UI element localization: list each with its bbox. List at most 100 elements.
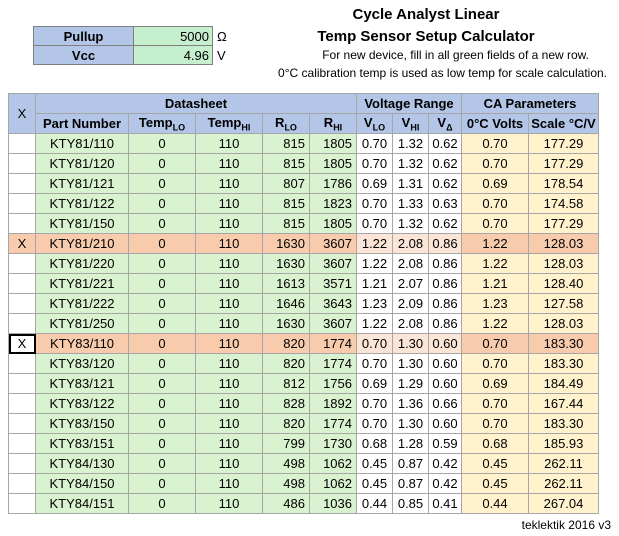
temp-hi-cell[interactable]: 110 [195, 153, 263, 174]
temp-lo-cell[interactable]: 0 [128, 173, 196, 194]
temp-hi-cell[interactable]: 110 [195, 373, 263, 394]
select-cell[interactable] [8, 413, 36, 434]
temp-hi-cell[interactable]: 110 [195, 233, 263, 254]
select-cell[interactable]: X [8, 233, 36, 254]
r-hi-cell[interactable]: 1774 [309, 413, 357, 434]
temp-hi-cell[interactable]: 110 [195, 293, 263, 314]
r-lo-cell[interactable]: 820 [262, 353, 310, 374]
r-hi-cell[interactable]: 1892 [309, 393, 357, 414]
r-hi-cell[interactable]: 1062 [309, 453, 357, 474]
temp-lo-cell[interactable]: 0 [128, 133, 196, 154]
select-cell[interactable] [8, 433, 36, 454]
select-cell[interactable] [8, 253, 36, 274]
temp-hi-cell[interactable]: 110 [195, 453, 263, 474]
r-lo-cell[interactable]: 815 [262, 133, 310, 154]
temp-lo-cell[interactable]: 0 [128, 473, 196, 494]
part-number-cell[interactable]: KTY83/120 [35, 353, 129, 374]
r-hi-cell[interactable]: 1805 [309, 133, 357, 154]
r-hi-cell[interactable]: 1774 [309, 333, 357, 354]
r-hi-cell[interactable]: 3607 [309, 233, 357, 254]
select-cell[interactable] [8, 313, 36, 334]
r-hi-cell[interactable]: 3571 [309, 273, 357, 294]
temp-lo-cell[interactable]: 0 [128, 213, 196, 234]
temp-lo-cell[interactable]: 0 [128, 273, 196, 294]
r-hi-cell[interactable]: 1805 [309, 153, 357, 174]
r-lo-cell[interactable]: 799 [262, 433, 310, 454]
temp-lo-cell[interactable]: 0 [128, 193, 196, 214]
r-hi-cell[interactable]: 1730 [309, 433, 357, 454]
part-number-cell[interactable]: KTY83/150 [35, 413, 129, 434]
part-number-cell[interactable]: KTY81/221 [35, 273, 129, 294]
temp-lo-cell[interactable]: 0 [128, 253, 196, 274]
r-hi-cell[interactable]: 1756 [309, 373, 357, 394]
part-number-cell[interactable]: KTY83/121 [35, 373, 129, 394]
temp-lo-cell[interactable]: 0 [128, 293, 196, 314]
part-number-cell[interactable]: KTY83/122 [35, 393, 129, 414]
select-cell[interactable] [8, 473, 36, 494]
pullup-value[interactable]: 5000 [133, 26, 213, 46]
r-hi-cell[interactable]: 1774 [309, 353, 357, 374]
part-number-cell[interactable]: KTY81/150 [35, 213, 129, 234]
r-lo-cell[interactable]: 1630 [262, 253, 310, 274]
temp-hi-cell[interactable]: 110 [195, 353, 263, 374]
r-lo-cell[interactable]: 815 [262, 213, 310, 234]
part-number-cell[interactable]: KTY81/110 [35, 133, 129, 154]
part-number-cell[interactable]: KTY84/150 [35, 473, 129, 494]
temp-hi-cell[interactable]: 110 [195, 133, 263, 154]
select-cell[interactable]: X [8, 333, 36, 354]
temp-lo-cell[interactable]: 0 [128, 433, 196, 454]
temp-lo-cell[interactable]: 0 [128, 313, 196, 334]
temp-lo-cell[interactable]: 0 [128, 333, 196, 354]
r-lo-cell[interactable]: 820 [262, 413, 310, 434]
part-number-cell[interactable]: KTY84/151 [35, 493, 129, 514]
temp-lo-cell[interactable]: 0 [128, 453, 196, 474]
select-cell[interactable] [8, 213, 36, 234]
part-number-cell[interactable]: KTY81/220 [35, 253, 129, 274]
r-hi-cell[interactable]: 3607 [309, 313, 357, 334]
select-cell[interactable] [8, 493, 36, 514]
r-lo-cell[interactable]: 820 [262, 333, 310, 354]
temp-hi-cell[interactable]: 110 [195, 273, 263, 294]
temp-hi-cell[interactable]: 110 [195, 213, 263, 234]
temp-hi-cell[interactable]: 110 [195, 193, 263, 214]
select-cell[interactable] [8, 353, 36, 374]
part-number-cell[interactable]: KTY81/222 [35, 293, 129, 314]
part-number-cell[interactable]: KTY83/151 [35, 433, 129, 454]
temp-lo-cell[interactable]: 0 [128, 353, 196, 374]
r-hi-cell[interactable]: 1036 [309, 493, 357, 514]
part-number-cell[interactable]: KTY81/122 [35, 193, 129, 214]
r-hi-cell[interactable]: 3643 [309, 293, 357, 314]
select-cell[interactable] [8, 173, 36, 194]
r-hi-cell[interactable]: 1062 [309, 473, 357, 494]
r-lo-cell[interactable]: 815 [262, 153, 310, 174]
temp-hi-cell[interactable]: 110 [195, 313, 263, 334]
part-number-cell[interactable]: KTY81/250 [35, 313, 129, 334]
r-hi-cell[interactable]: 1823 [309, 193, 357, 214]
temp-hi-cell[interactable]: 110 [195, 433, 263, 454]
r-lo-cell[interactable]: 1613 [262, 273, 310, 294]
temp-lo-cell[interactable]: 0 [128, 413, 196, 434]
r-lo-cell[interactable]: 498 [262, 473, 310, 494]
temp-hi-cell[interactable]: 110 [195, 413, 263, 434]
select-cell[interactable] [8, 273, 36, 294]
temp-hi-cell[interactable]: 110 [195, 493, 263, 514]
select-cell[interactable] [8, 293, 36, 314]
r-lo-cell[interactable]: 812 [262, 373, 310, 394]
temp-hi-cell[interactable]: 110 [195, 173, 263, 194]
select-cell[interactable] [8, 153, 36, 174]
select-cell[interactable] [8, 373, 36, 394]
r-lo-cell[interactable]: 1630 [262, 313, 310, 334]
part-number-cell[interactable]: KTY84/130 [35, 453, 129, 474]
select-cell[interactable] [8, 393, 36, 414]
r-hi-cell[interactable]: 3607 [309, 253, 357, 274]
r-lo-cell[interactable]: 498 [262, 453, 310, 474]
select-cell[interactable] [8, 453, 36, 474]
temp-hi-cell[interactable]: 110 [195, 253, 263, 274]
r-hi-cell[interactable]: 1786 [309, 173, 357, 194]
r-lo-cell[interactable]: 1646 [262, 293, 310, 314]
r-lo-cell[interactable]: 828 [262, 393, 310, 414]
temp-hi-cell[interactable]: 110 [195, 333, 263, 354]
temp-hi-cell[interactable]: 110 [195, 473, 263, 494]
r-lo-cell[interactable]: 815 [262, 193, 310, 214]
temp-lo-cell[interactable]: 0 [128, 233, 196, 254]
